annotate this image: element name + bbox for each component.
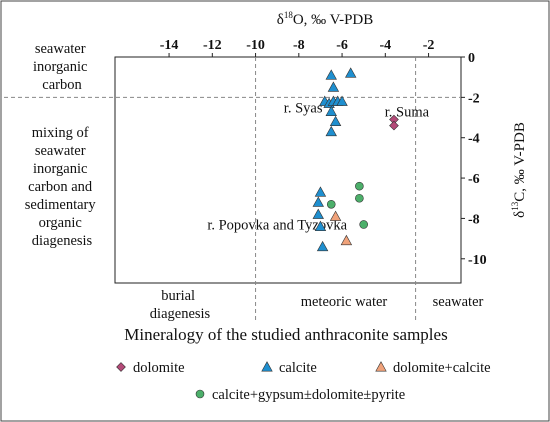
legend-title: Mineralogy of the studied anthraconite s… [124, 325, 447, 344]
x-tick-label: -2 [423, 38, 435, 53]
x-tick-label: -10 [246, 38, 265, 53]
data-point-calcite [312, 208, 324, 219]
x-tick-label: -6 [336, 38, 348, 53]
data-point-calcite [312, 196, 324, 207]
data-point-calcite-gypsum-dolomite-pyrite [359, 220, 368, 229]
y-axis-label: δ13C, ‰ V-PDB [510, 122, 528, 218]
data-point-calcite [325, 125, 337, 137]
data-point-calcite [345, 67, 357, 78]
y-tick-label: -6 [468, 172, 480, 187]
data-points [312, 67, 399, 252]
legend-marker-dolomite [116, 362, 126, 372]
legend-label-calcite-gypsum-dolomite-pyrite: calcite+gypsum±dolomite±pyrite [212, 387, 405, 403]
x-tick-label: -4 [379, 38, 391, 53]
data-point-calcite-gypsum-dolomite-pyrite [326, 200, 336, 209]
annotation-label: r. Popovka and Tyzovka [207, 217, 347, 233]
zone-label-seawater-inorganic-carbon: seawater inorganic carbon [33, 41, 91, 93]
data-point-calcite [314, 220, 327, 231]
y-tick-label: -2 [468, 91, 480, 106]
data-point-calcite [327, 81, 340, 92]
y-tick-label: -4 [468, 132, 480, 147]
x-tick-label: -12 [203, 38, 222, 53]
annotation-label: r. Syas [284, 100, 323, 116]
data-point-calcite [316, 240, 329, 252]
y-axis-ticks: 0 -2 -4 -6 -8 -10 [461, 51, 487, 268]
legend: dolomite calcite dolomite+calcite calcite+g… [116, 360, 491, 403]
x-axis-label: δ18O, ‰ V-PDB [277, 10, 374, 28]
y-tick-label: -10 [468, 253, 487, 268]
zone-label-burial: burial diagenesis [150, 288, 211, 322]
zone-label-meteoric: meteoric water [301, 294, 388, 310]
zone-label-mixing: mixing of seawater inorganic carbon and … [25, 125, 100, 249]
x-tick-label: -8 [293, 38, 305, 53]
data-point-dolomite-calcite [329, 210, 342, 221]
data-point-calcite-gypsum-dolomite-pyrite [355, 181, 364, 191]
reference-lines [4, 57, 461, 321]
chart-annotations: r. Syas r. Suma r. Popovka and Tyzovka [207, 100, 429, 233]
data-point-calcite [329, 115, 342, 127]
x-tick-label: -14 [160, 38, 179, 53]
data-point-calcite [325, 105, 337, 116]
data-point-dolomite [389, 120, 399, 131]
legend-marker-calcite [261, 361, 273, 372]
data-point-calcite [314, 186, 327, 197]
legend-marker-calcite-gypsum-dolomite-pyrite [195, 389, 205, 399]
legend-label-dolomite-calcite: dolomite+calcite [393, 360, 491, 376]
zone-label-seawater: seawater [433, 294, 484, 310]
data-point-dolomite-calcite [340, 234, 353, 246]
y-tick-label: -8 [468, 212, 480, 227]
legend-marker-dolomite-calcite [375, 361, 387, 372]
annotation-label: r. Suma [385, 104, 430, 120]
y-tick-label: 0 [468, 51, 475, 66]
legend-label-calcite: calcite [279, 360, 317, 376]
data-point-calcite [325, 69, 337, 80]
x-axis-ticks: -14 -12 -10 -8 -6 -4 -2 [160, 38, 435, 57]
legend-label-dolomite: dolomite [133, 360, 185, 376]
data-point-calcite [336, 95, 348, 106]
plot-area [114, 56, 462, 284]
data-point-calcite-gypsum-dolomite-pyrite [355, 193, 364, 203]
